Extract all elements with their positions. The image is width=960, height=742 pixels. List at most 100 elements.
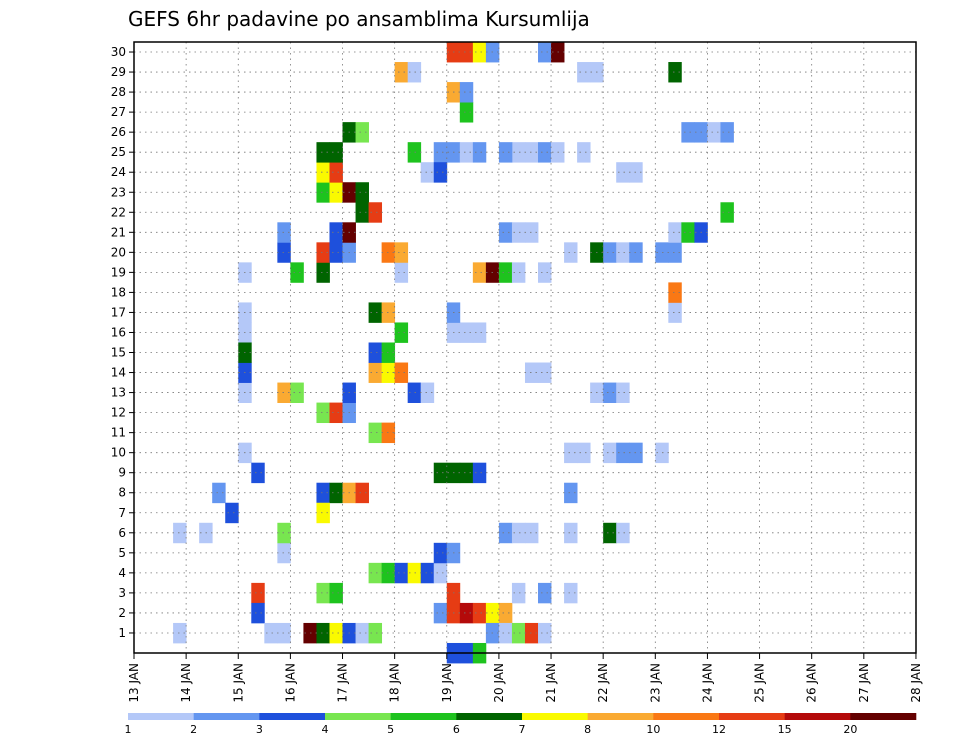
- colorbar: 1 2 3 4 5 6 7 8 10 12 15 20: [125, 713, 917, 736]
- colorbar-swatch: [522, 713, 588, 720]
- heatmap-cell: [277, 382, 291, 403]
- heatmap-cell: [616, 382, 630, 403]
- colorbar-label: 1: [125, 723, 132, 736]
- heatmap-cell: [355, 202, 369, 223]
- y-tick-label: 7: [118, 506, 126, 520]
- heatmap-cell: [668, 62, 682, 83]
- heatmap-cell: [368, 202, 383, 223]
- y-tick-label: 11: [111, 426, 126, 440]
- x-tick-label: 17 JAN: [336, 663, 350, 703]
- colorbar-swatch: [587, 713, 654, 720]
- heatmap-cell: [316, 482, 330, 504]
- x-tick-label: 23 JAN: [648, 663, 662, 703]
- heatmap-cell: [394, 242, 409, 263]
- heatmap-cell: [420, 382, 435, 403]
- heatmap-cell: [603, 522, 617, 544]
- heatmap-cell: [564, 482, 578, 504]
- colorbar-swatch: [390, 713, 457, 720]
- x-tick-label: 28 JAN: [909, 663, 923, 703]
- heatmap-cell: [511, 582, 526, 604]
- colorbar-label: 15: [778, 723, 792, 736]
- heatmap-cell: [394, 262, 409, 283]
- heatmap-cell: [511, 262, 526, 283]
- heatmap-cell: [329, 242, 343, 263]
- colorbar-swatch: [784, 713, 851, 720]
- heatmap-cell: [459, 142, 474, 163]
- y-tick-label: 10: [111, 446, 126, 460]
- plot-frame: [133, 41, 917, 654]
- heatmap-cell: [225, 502, 239, 524]
- heatmap-cell: [394, 562, 409, 584]
- y-tick-label: 24: [111, 165, 126, 179]
- heatmap-cell: [603, 242, 617, 263]
- heatmap-cell: [472, 462, 487, 484]
- heatmap-cell: [433, 602, 448, 624]
- heatmap-cell: [603, 382, 617, 403]
- y-tick-label: 6: [118, 526, 126, 540]
- y-tick-label: 20: [111, 245, 126, 259]
- heatmap-cell: [511, 142, 526, 163]
- heatmap-cell: [511, 222, 526, 243]
- grid-lines: [134, 42, 916, 653]
- colorbar-label: 12: [712, 723, 726, 736]
- heatmap-cell: [433, 562, 448, 584]
- heatmap-cell: [616, 522, 630, 544]
- heatmap-cell: [173, 522, 187, 544]
- y-tick-label: 25: [111, 145, 126, 159]
- heatmap-cell: [433, 542, 448, 564]
- heatmap-cell: [511, 622, 526, 644]
- heatmap-cell: [329, 222, 343, 243]
- heatmap-cell: [316, 162, 330, 183]
- heatmap-cell: [433, 162, 448, 183]
- heatmap-cell: [538, 142, 552, 163]
- heatmap-cell: [459, 42, 474, 63]
- heatmap-cell: [524, 362, 539, 383]
- heatmap-cell: [459, 602, 474, 624]
- heatmap-cell: [472, 602, 487, 624]
- heatmap-cell: [668, 282, 682, 303]
- heatmap-cell: [538, 262, 552, 283]
- heatmap-cell: [472, 142, 487, 163]
- heatmap-cell: [407, 62, 422, 83]
- heatmap-cell: [420, 562, 435, 584]
- x-tick-label: 14 JAN: [179, 663, 193, 703]
- chart-title: GEFS 6hr padavine po ansamblima Kursumli…: [128, 7, 590, 31]
- heatmap-cell: [368, 422, 383, 444]
- x-tick-label: 16 JAN: [283, 663, 297, 703]
- heatmap-cell: [720, 122, 734, 143]
- heatmap-cell: [511, 522, 526, 544]
- heatmap-cell: [394, 322, 409, 343]
- y-tick-label: 26: [111, 125, 126, 139]
- y-tick-label: 9: [118, 466, 126, 480]
- y-tick-label: 18: [111, 285, 126, 299]
- x-tick-label: 25 JAN: [753, 663, 767, 703]
- heatmap-cell: [394, 62, 409, 83]
- heatmap-cell: [564, 522, 578, 544]
- heatmap-cell: [251, 602, 265, 624]
- y-tick-label: 30: [111, 45, 126, 59]
- y-tick-label: 3: [118, 586, 126, 600]
- heatmap-cell: [668, 222, 682, 243]
- heatmap-cell: [564, 242, 578, 263]
- colorbar-swatch: [653, 713, 720, 720]
- colorbar-label: 2: [190, 723, 197, 736]
- heatmap-cell: [681, 122, 695, 143]
- heatmap-cell: [524, 222, 539, 243]
- heatmap-cell: [316, 242, 330, 263]
- heatmap-cell: [329, 142, 343, 163]
- heatmap-cell: [524, 522, 539, 544]
- heatmap-cell: [707, 122, 721, 143]
- heatmap-cell: [616, 242, 630, 263]
- heatmap-cell: [316, 502, 330, 524]
- heatmap-cell: [368, 622, 383, 644]
- x-tick-label: 22 JAN: [596, 663, 610, 703]
- heatmap-cell: [329, 582, 343, 604]
- x-axis: 13 JAN 14 JAN 15 JAN 16 JAN 17 JAN 18 JAN 19 J…: [127, 653, 923, 703]
- y-tick-label: 23: [111, 185, 126, 199]
- y-tick-label: 28: [111, 85, 126, 99]
- heatmap-cell: [498, 622, 513, 644]
- heatmap-cell: [433, 462, 448, 484]
- heatmap-cell: [433, 142, 448, 163]
- heatmap-cell: [173, 622, 187, 644]
